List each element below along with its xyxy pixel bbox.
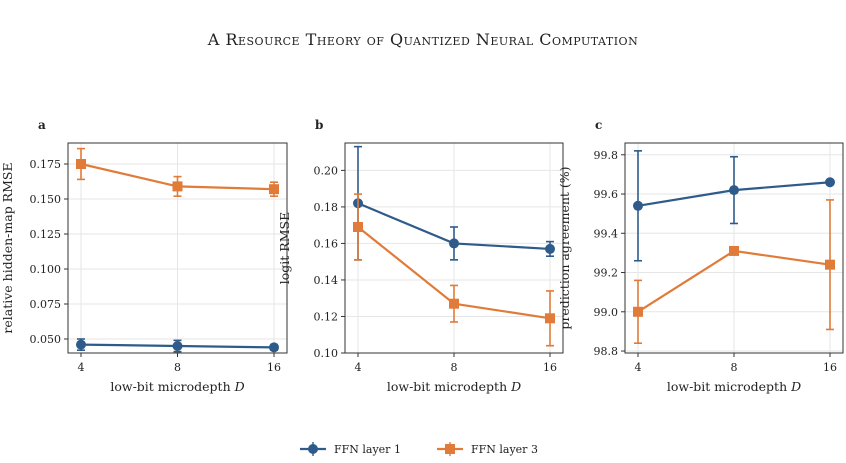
y-tick-label: 0.150: [30, 193, 62, 206]
y-tick-label: 0.075: [30, 298, 62, 311]
y-tick-label: 0.16: [314, 237, 339, 250]
data-point-square: [633, 306, 643, 317]
panel-b: 0.10 0.12 0.14 0.16 0.18 0.20 4 8 16 b low-bit mic…: [277, 118, 564, 394]
y-tick-label: 98.8: [594, 345, 619, 358]
data-point-circle: [269, 342, 279, 353]
x-tick-label: 4: [355, 361, 362, 374]
y-tick-label: 0.050: [30, 333, 62, 346]
y-tick-label: 0.125: [30, 228, 62, 241]
data-point-square: [729, 245, 739, 256]
x-tick-label: 16: [823, 361, 837, 374]
x-tick-label: 16: [267, 361, 281, 374]
y-tick-label: 99.2: [594, 267, 619, 280]
panel-label: c: [595, 118, 602, 132]
x-tick-label: 4: [635, 361, 642, 374]
data-point-square: [449, 298, 459, 309]
legend-label: FFN layer 3: [471, 443, 538, 456]
page-title: A Resource Theory of Quantized Neural Co…: [207, 30, 639, 49]
y-tick-label: 99.8: [594, 149, 619, 162]
data-point-circle: [545, 243, 555, 254]
data-point-circle: [633, 200, 643, 211]
panel-label: b: [315, 118, 323, 132]
x-axis-label: low-bit microdepth D: [387, 379, 521, 394]
y-tick-label: 99.6: [594, 188, 619, 201]
data-point-circle: [825, 177, 835, 188]
y-tick-label: 0.20: [314, 164, 339, 177]
y-tick-label: 0.18: [314, 201, 339, 214]
data-point-square: [545, 313, 555, 324]
data-point-square: [269, 184, 279, 195]
x-tick-label: 8: [174, 361, 181, 374]
panel-c: 98.8 99.0 99.2 99.4 99.6 99.8 4 8 16 c low-bit mic…: [557, 118, 844, 394]
x-axis-label: low-bit microdepth D: [667, 379, 801, 394]
data-point-square: [76, 159, 86, 169]
y-tick-label: 0.10: [314, 347, 339, 360]
y-axis-label: relative hidden-map RMSE: [0, 162, 15, 333]
y-tick-label: 0.175: [30, 158, 62, 171]
y-axis-label: logit RMSE: [277, 212, 292, 284]
data-point-circle: [172, 341, 183, 351]
y-axis-label: prediction agreement (%): [557, 166, 572, 329]
x-tick-label: 8: [451, 361, 458, 374]
x-tick-label: 4: [78, 361, 85, 374]
x-axis-label: low-bit microdepth D: [110, 379, 244, 394]
data-point-square: [172, 181, 183, 192]
y-tick-label: 0.100: [30, 263, 62, 276]
y-tick-label: 99.4: [594, 227, 619, 240]
x-tick-label: 8: [731, 361, 738, 374]
data-point-square: [353, 222, 363, 232]
panel-label: a: [38, 118, 46, 132]
data-point-square: [825, 259, 835, 270]
x-tick-label: 16: [543, 361, 557, 374]
y-tick-label: 0.12: [314, 310, 339, 323]
data-point-circle: [449, 238, 459, 249]
y-tick-label: 0.14: [314, 274, 339, 287]
y-tick-label: 99.0: [594, 306, 619, 319]
data-point-circle: [729, 185, 739, 196]
legend-label: FFN layer 1: [334, 443, 401, 456]
panel-a: 0.050 0.075 0.100 0.125 0.150 0.175 4 8 16 a low-b…: [0, 118, 288, 394]
data-point-circle: [76, 339, 86, 350]
legend: FFN layer 1 FFN layer 3: [300, 442, 538, 456]
